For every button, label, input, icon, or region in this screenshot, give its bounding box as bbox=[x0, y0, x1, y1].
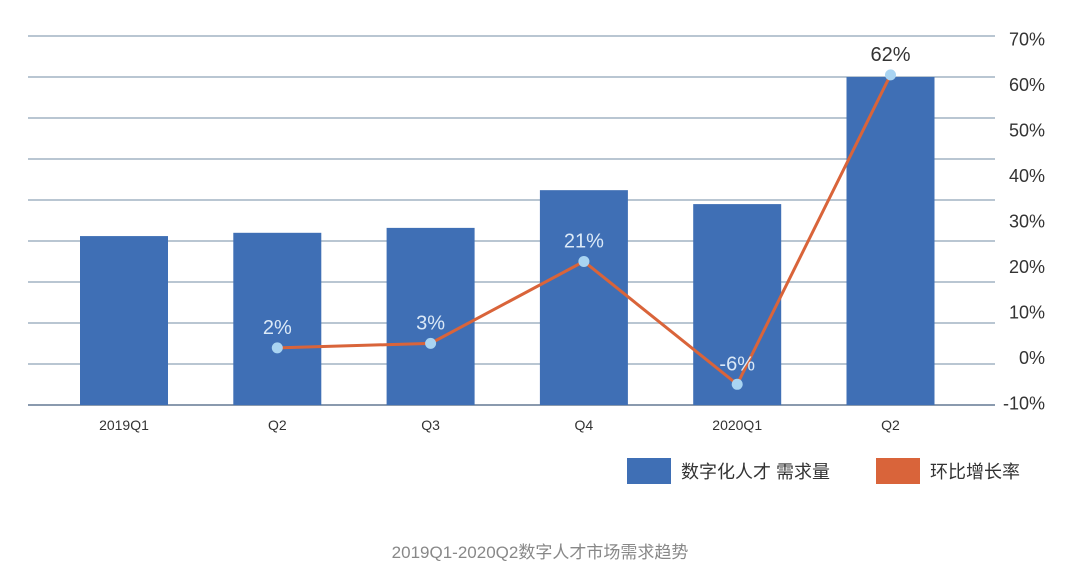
legend-item-line: 环比增长率 bbox=[876, 458, 1020, 484]
y-right-tick-label: 50% bbox=[1009, 121, 1045, 141]
legend-swatch-line bbox=[876, 458, 920, 484]
y-right-tick-label: 20% bbox=[1009, 257, 1045, 277]
data-label: 3% bbox=[416, 312, 445, 334]
data-label: 21% bbox=[564, 230, 604, 252]
x-tick-label: Q4 bbox=[575, 417, 594, 433]
data-label: -6% bbox=[719, 353, 755, 375]
line-point bbox=[885, 69, 896, 81]
x-tick-label: Q2 bbox=[881, 417, 900, 433]
bar bbox=[539, 190, 628, 405]
x-tick-label: 2020Q1 bbox=[712, 417, 762, 433]
y-right-tick-label: 10% bbox=[1009, 303, 1045, 323]
legend-item-bar: 数字化人才 需求量 bbox=[627, 458, 830, 484]
data-label: 62% bbox=[870, 44, 910, 66]
bar bbox=[693, 204, 782, 405]
chart-caption: 2019Q1-2020Q2数字人才市场需求趋势 bbox=[391, 543, 689, 562]
y-right-tick-label: 0% bbox=[1019, 348, 1045, 368]
x-tick-label: Q2 bbox=[268, 417, 287, 433]
x-tick-label: Q3 bbox=[421, 417, 440, 433]
y-right-tick-label: 30% bbox=[1009, 212, 1045, 232]
y-right-tick-label: 60% bbox=[1009, 75, 1045, 95]
line-point bbox=[271, 342, 283, 354]
legend-label-line: 环比增长率 bbox=[930, 462, 1020, 482]
line-point bbox=[578, 255, 590, 267]
legend-swatch-bar bbox=[627, 458, 671, 484]
bar bbox=[386, 227, 475, 405]
y-right-tick-label: 70% bbox=[1009, 30, 1045, 50]
data-label: 2% bbox=[263, 317, 292, 339]
y-right-tick-label: -10% bbox=[1003, 394, 1045, 414]
bar bbox=[80, 236, 168, 405]
line-point bbox=[731, 378, 743, 390]
y-right-tick-label: 40% bbox=[1009, 166, 1045, 186]
line-point bbox=[425, 337, 437, 349]
bar bbox=[846, 77, 935, 405]
x-tick-label: 2019Q1 bbox=[99, 417, 149, 433]
legend-label-bar: 数字化人才 需求量 bbox=[681, 462, 831, 482]
bar bbox=[233, 232, 322, 405]
